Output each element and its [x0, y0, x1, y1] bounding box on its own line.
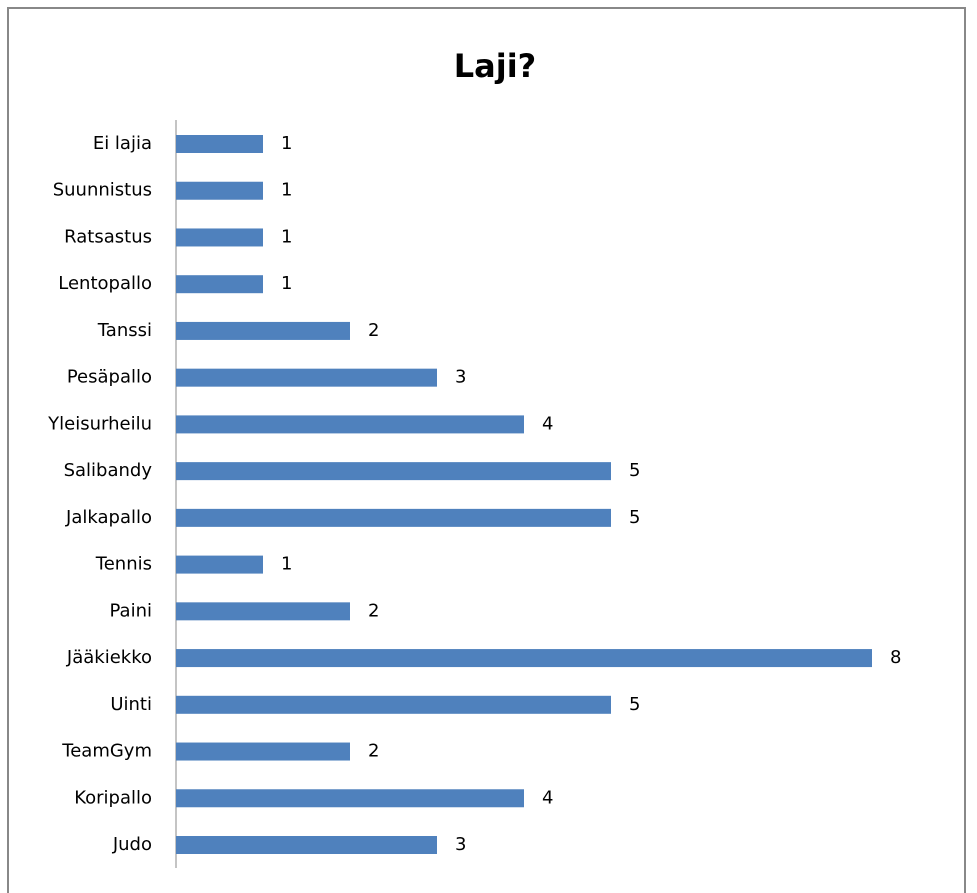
data-label: 1: [281, 226, 292, 247]
bar: [176, 368, 437, 387]
y-tick-label: Judo: [112, 834, 152, 855]
y-tick-label: Tennis: [95, 554, 152, 575]
bar: [176, 415, 524, 434]
y-tick-label: Suunnistus: [53, 180, 152, 201]
y-tick-label: Jalkapallo: [65, 507, 152, 528]
y-tick-label: Uinti: [110, 694, 152, 715]
y-tick-label: Jääkiekko: [66, 647, 152, 668]
bar: [176, 135, 263, 153]
y-tick-label: Koripallo: [74, 787, 152, 808]
y-tick-label: Tanssi: [97, 320, 152, 341]
y-tick-label: Salibandy: [64, 460, 153, 481]
data-label: 1: [281, 273, 292, 294]
y-tick-label: TeamGym: [61, 741, 152, 762]
bar: [176, 321, 350, 340]
y-tick-label: Lentopallo: [58, 273, 152, 294]
y-tick-label: Yleisurheilu: [47, 413, 152, 434]
y-tick-label: Pesäpallo: [67, 367, 152, 388]
data-label: 1: [281, 133, 292, 154]
data-label: 1: [281, 180, 292, 201]
data-label: 4: [542, 413, 553, 434]
data-label: 3: [455, 367, 466, 388]
data-label: 4: [542, 787, 553, 808]
data-label: 5: [629, 694, 640, 715]
bar: [176, 181, 263, 200]
data-label: 2: [368, 741, 379, 762]
bar: [176, 555, 263, 574]
bar: [176, 602, 350, 621]
chart-frame: [7, 7, 966, 893]
bar: [176, 649, 872, 668]
data-label: 5: [629, 460, 640, 481]
bar: [176, 695, 611, 714]
data-label: 8: [890, 647, 901, 668]
chart-title: Laji?: [454, 47, 536, 85]
data-label: 2: [368, 600, 379, 621]
y-tick-label: Ei lajia: [93, 133, 152, 154]
bar: [176, 789, 524, 808]
y-tick-label: Ratsastus: [64, 226, 152, 247]
bar: [176, 508, 611, 527]
bar: [176, 742, 350, 761]
data-label: 3: [455, 834, 466, 855]
bar: [176, 836, 437, 854]
bar: [176, 228, 263, 247]
data-label: 5: [629, 507, 640, 528]
y-tick-label: Paini: [110, 600, 153, 621]
bar: [176, 275, 263, 294]
data-label: 2: [368, 320, 379, 341]
data-label: 1: [281, 554, 292, 575]
bar: [176, 462, 611, 481]
